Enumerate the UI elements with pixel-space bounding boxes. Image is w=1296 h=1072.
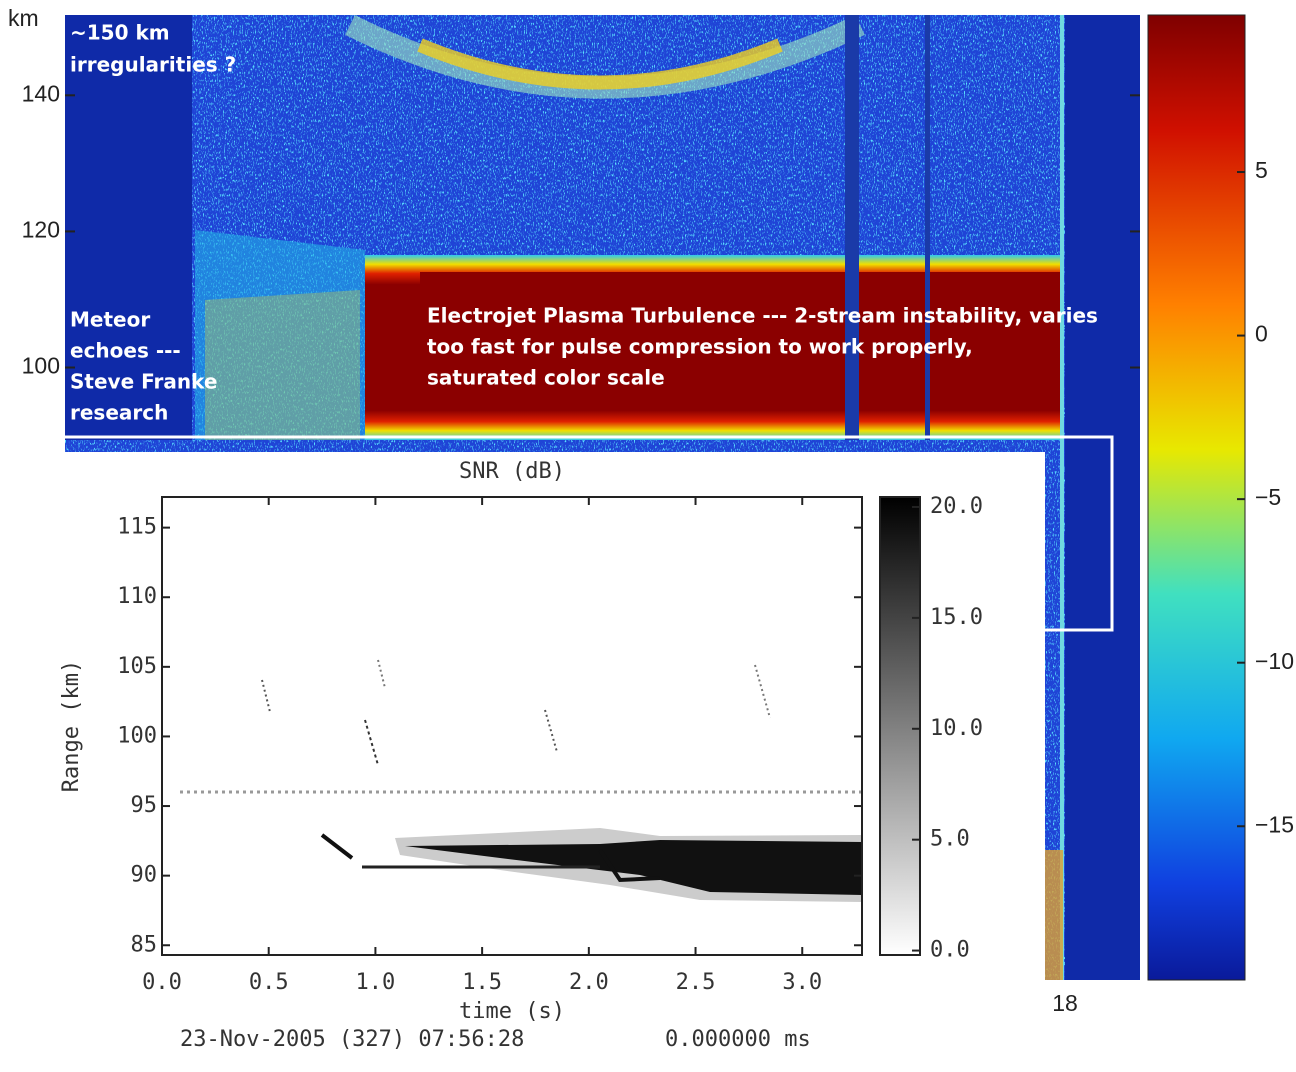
annotation: Electrojet Plasma Turbulence --- 2-strea… [427, 304, 1098, 328]
main-colorbar [1147, 14, 1246, 981]
y-tick-label: 105 [117, 654, 157, 679]
y-tick-label: 95 [131, 793, 158, 818]
footer: 23-Nov-2005 (327) 07:56:28 [180, 1027, 524, 1052]
annotation: too fast for pulse compression to work p… [427, 335, 973, 359]
inset-frame [161, 496, 863, 956]
x-tick-label: 1.0 [356, 970, 396, 995]
x-tick-label: 18 [1052, 990, 1078, 1016]
y-tick-label: 100 [22, 353, 60, 379]
colorbar-tick-label: 20.0 [930, 494, 983, 519]
y-tick-label: 120 [22, 216, 60, 242]
annotation: research [70, 401, 168, 425]
y-tick-label: 85 [131, 932, 158, 957]
y-axis-label: km [8, 5, 39, 31]
x-tick-label: 0.5 [249, 970, 289, 995]
y-tick-label: 110 [117, 584, 157, 609]
annotation: echoes --- [70, 339, 181, 363]
connector [65, 435, 1114, 632]
x-tick-label: 0.0 [142, 970, 182, 995]
colorbar-tick-label: −15 [1255, 811, 1294, 837]
y-axis-label: Range (km) [59, 660, 84, 792]
x-axis-label: time (s) [459, 999, 565, 1024]
inset-image [162, 497, 862, 955]
colorbar-tick-label: 5.0 [930, 827, 970, 852]
colorbar-tick-label: −10 [1255, 648, 1294, 674]
annotation: irregularities ? [70, 53, 236, 77]
y-tick-label: 100 [117, 723, 157, 748]
x-tick-label: 1.5 [462, 970, 502, 995]
inset-colorbar [879, 496, 921, 956]
annotation: saturated color scale [427, 366, 665, 390]
colorbar-tick-label: 5 [1255, 157, 1268, 183]
colorbar-tick-label: 15.0 [930, 605, 983, 630]
y-tick-label: 90 [131, 863, 158, 888]
annotation: Meteor [70, 308, 150, 332]
colorbar-tick-label: −5 [1255, 484, 1281, 510]
colorbar-tick-label: 0.0 [930, 938, 970, 963]
x-tick-label: 3.0 [782, 970, 822, 995]
y-tick-label: 115 [117, 515, 157, 540]
footer: 0.000000 ms [665, 1027, 811, 1052]
y-tick-label: 140 [22, 80, 60, 106]
x-tick-label: 2.0 [569, 970, 609, 995]
colorbar-tick-label: 0 [1255, 321, 1268, 347]
x-tick-label: 2.5 [676, 970, 716, 995]
colorbar-tick-label: 10.0 [930, 716, 983, 741]
chart-title: SNR (dB) [459, 459, 565, 484]
annotation: Steve Franke [70, 370, 217, 394]
annotation: ~150 km [70, 21, 170, 45]
